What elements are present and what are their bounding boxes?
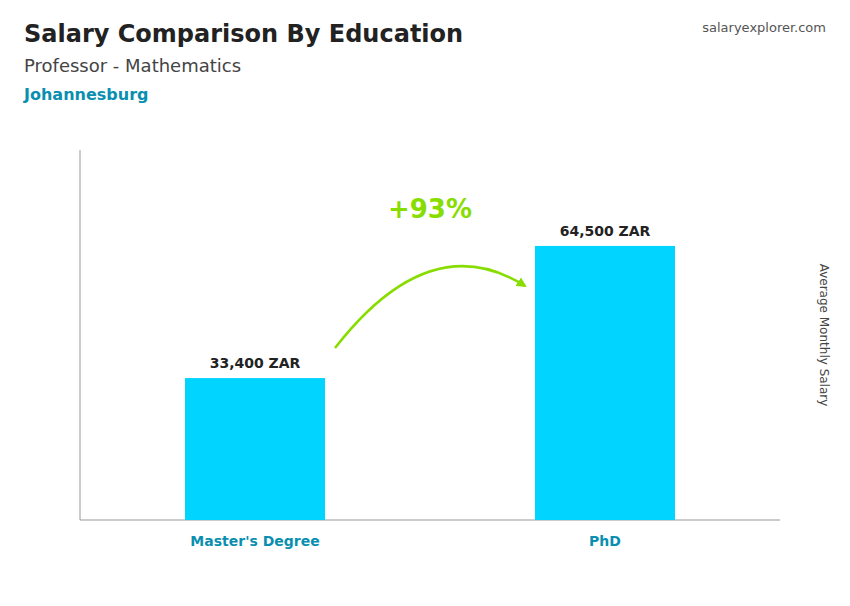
y-axis-line	[80, 150, 81, 520]
change-arrow	[335, 266, 525, 348]
data-label: 33,400 ZAR	[210, 355, 301, 371]
change-label: +93%	[388, 194, 472, 224]
y-axis-label: Average Monthly Salary	[817, 264, 831, 407]
x-tick-label: PhD	[589, 533, 621, 549]
data-label: 64,500 ZAR	[560, 223, 651, 239]
bars	[185, 246, 675, 520]
city: Johannesburg	[23, 85, 148, 104]
subtitle: Professor - Mathematics	[24, 55, 241, 76]
chart: Salary Comparison By Education Professor …	[0, 0, 850, 606]
x-tick-label: Master's Degree	[190, 533, 319, 549]
title: Salary Comparison By Education	[24, 20, 463, 48]
brand: salaryexplorer.com	[702, 20, 826, 35]
bar	[185, 378, 325, 520]
bar	[535, 246, 675, 520]
